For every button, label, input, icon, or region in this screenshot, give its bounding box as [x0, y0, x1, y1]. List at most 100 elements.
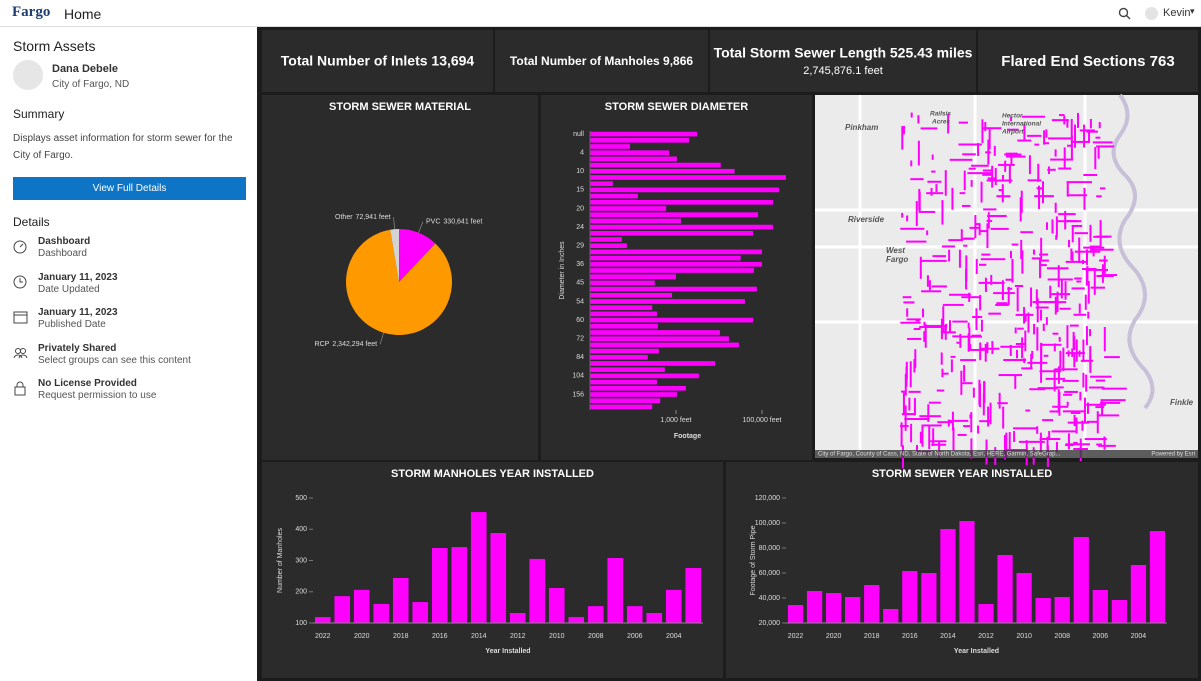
pipe — [1100, 187, 1106, 190]
pipe — [1047, 278, 1073, 281]
pipe — [1095, 406, 1105, 409]
pipe — [1063, 393, 1073, 396]
pipe — [1090, 246, 1093, 253]
bar — [864, 585, 880, 623]
pipe — [961, 204, 971, 207]
y-tick-label: 200 — [295, 589, 307, 596]
owner-avatar — [13, 60, 43, 90]
bar — [590, 237, 622, 242]
x-tick-label: 2020 — [354, 633, 370, 640]
indicator-panel — [978, 30, 1198, 92]
pipe — [1097, 414, 1120, 417]
pipe — [1101, 264, 1104, 283]
pipe — [902, 296, 912, 299]
bar — [373, 603, 390, 623]
avatar[interactable] — [1145, 7, 1158, 20]
pipe — [1089, 346, 1092, 363]
pipe — [1007, 287, 1013, 290]
pipe — [1045, 222, 1048, 230]
pipe — [1036, 327, 1039, 351]
bar — [590, 398, 661, 404]
home-link[interactable]: Home — [64, 6, 102, 22]
bar — [590, 224, 773, 230]
pipe — [1089, 245, 1102, 248]
pipe — [967, 333, 970, 352]
map-powered: Powered by Esri — [1151, 452, 1195, 458]
pipe — [1040, 237, 1043, 261]
bar — [590, 187, 780, 193]
map-label: Riverside — [848, 215, 885, 224]
pipe — [1104, 356, 1120, 359]
x-tick-label: 2004 — [1131, 633, 1147, 640]
pipe — [922, 308, 925, 318]
pipe — [1034, 195, 1054, 198]
pipe — [1036, 187, 1044, 190]
pipe — [922, 424, 942, 427]
y-tick-label: 100 — [295, 620, 307, 627]
bar — [685, 568, 702, 623]
pipe — [1011, 243, 1019, 246]
bar — [607, 558, 624, 623]
pipe — [989, 402, 992, 425]
pipe — [975, 223, 980, 226]
pipe — [1062, 410, 1085, 413]
pipe — [941, 200, 944, 225]
pipe — [1037, 387, 1058, 390]
bar — [590, 299, 745, 304]
pipe — [1037, 163, 1040, 182]
pipe — [1066, 401, 1069, 406]
pipe — [1051, 219, 1054, 234]
pipe — [1003, 434, 1006, 460]
pipe — [1036, 298, 1039, 323]
pipe — [1083, 173, 1098, 176]
pipe — [904, 405, 907, 431]
user-name[interactable]: Kevin — [1163, 7, 1191, 19]
logo[interactable]: Fargo — [12, 4, 51, 20]
pipe — [905, 366, 908, 387]
pipe — [1096, 145, 1115, 148]
pipe — [980, 319, 983, 332]
chart-panel — [541, 95, 812, 460]
pipe — [982, 173, 992, 176]
pipe — [930, 187, 933, 196]
pipe — [1083, 187, 1086, 210]
pipe — [1100, 399, 1126, 402]
pipe — [1024, 330, 1027, 352]
bar — [590, 392, 677, 397]
search-icon[interactable] — [1118, 7, 1131, 20]
pipe — [950, 355, 956, 358]
user-caret[interactable]: ▾ — [1190, 6, 1195, 16]
pipe — [906, 308, 909, 317]
pipe — [1033, 323, 1036, 335]
pipe — [950, 359, 953, 373]
pipe — [1086, 266, 1089, 282]
bar — [590, 348, 659, 354]
bar — [626, 606, 643, 623]
pipe — [1042, 323, 1045, 331]
pipe — [960, 382, 973, 385]
pipe — [1064, 211, 1067, 230]
map-label: Fargo — [886, 255, 908, 264]
pipe — [1090, 286, 1105, 289]
pipe — [1058, 167, 1072, 170]
view-details-button[interactable]: View Full Details — [13, 177, 246, 200]
pipe — [988, 312, 1001, 315]
pipe — [1053, 343, 1056, 352]
pipe — [971, 164, 989, 167]
pipe — [1067, 421, 1089, 424]
pipe — [1072, 331, 1075, 350]
pipe — [1066, 220, 1078, 223]
pipe — [1067, 194, 1088, 197]
pipe — [1058, 213, 1076, 216]
owner-name[interactable]: Dana Debele — [52, 63, 119, 75]
bar — [590, 373, 699, 379]
pipe — [1031, 257, 1040, 260]
pipe — [1002, 406, 1005, 429]
pipe — [995, 303, 1009, 306]
bar — [590, 243, 627, 249]
y-tick-label: 20,000 — [759, 620, 781, 627]
pipe — [1036, 426, 1039, 434]
pipe — [967, 172, 992, 175]
pipe — [926, 275, 929, 287]
